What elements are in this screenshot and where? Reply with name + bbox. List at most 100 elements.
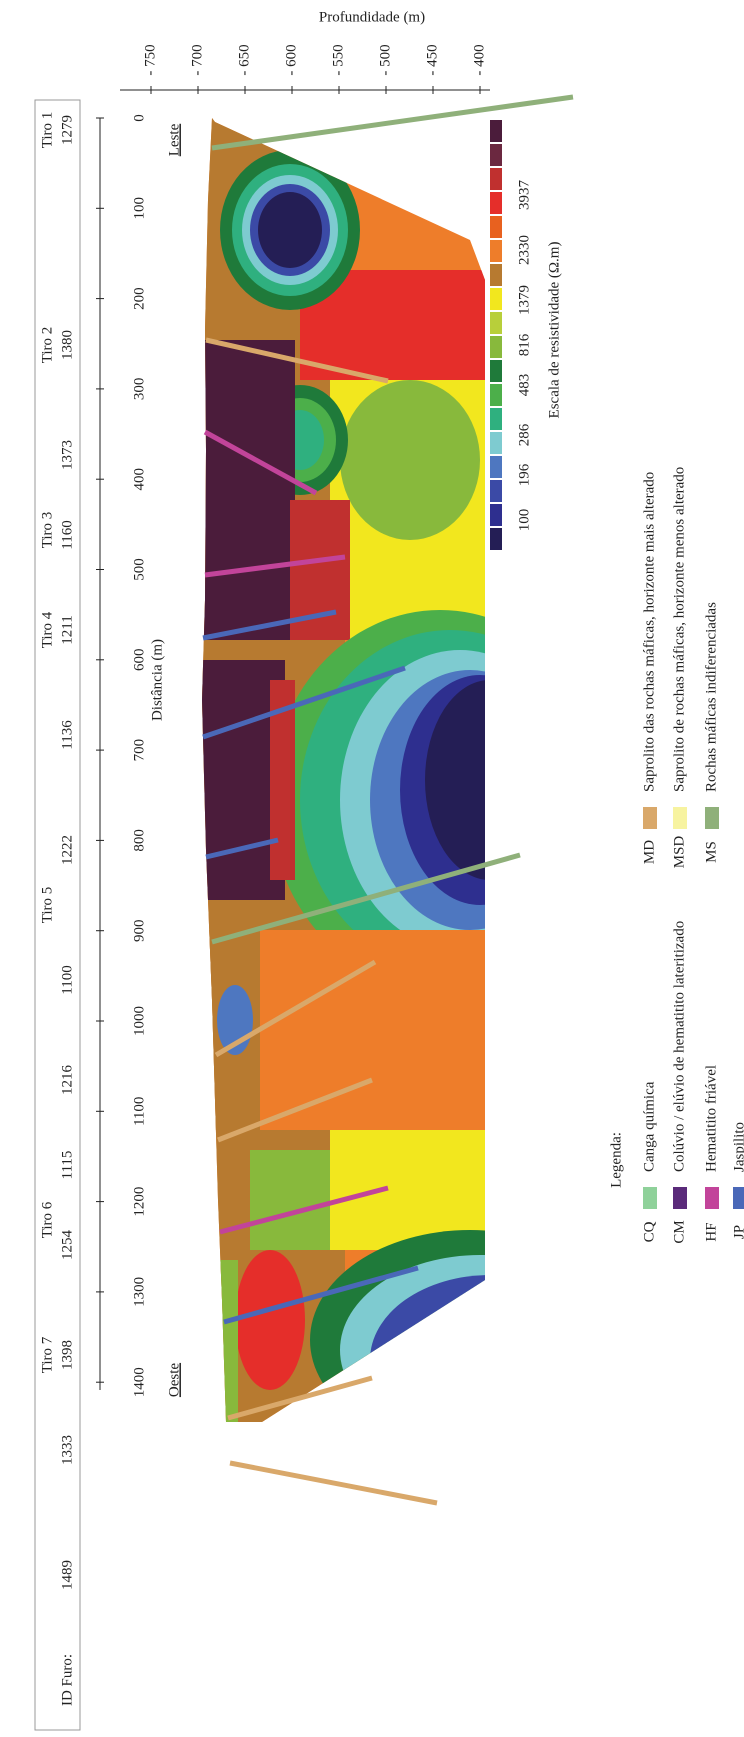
distance-tick-label: 700	[131, 739, 147, 762]
legend-code: MSD	[671, 836, 687, 869]
distance-tick-label: 500	[131, 558, 147, 581]
legend-code: MD	[641, 840, 657, 864]
borehole-id: 1160	[59, 520, 75, 549]
scale-swatch	[490, 216, 502, 238]
shot-label: Tiro 4	[39, 611, 55, 648]
depth-tick-label: - 450	[424, 44, 440, 75]
depth-tick-label: - 500	[377, 44, 393, 75]
borehole-header: ID Furo:	[59, 1654, 75, 1706]
borehole-id: 1100	[59, 965, 75, 994]
scale-title: Escala de resistividade (Ω.m)	[546, 242, 562, 419]
depth-tick-label: - 400	[471, 44, 487, 75]
shot-label: Tiro 3	[39, 512, 55, 549]
distance-tick-label: 100	[131, 197, 147, 220]
borehole-id: 1211	[59, 615, 75, 644]
distance-tick-label: 400	[131, 468, 147, 491]
legend-label: Saprolito das rochas máficas, horizonte …	[641, 472, 657, 792]
shot-label: Tiro 7	[39, 1336, 55, 1373]
distance-tick-label: 1000	[131, 1006, 147, 1036]
legend-label: Saprolito de rochas máficas, horizonte m…	[671, 467, 687, 792]
depth-tick-label: - 650	[236, 44, 252, 75]
scale-swatch	[490, 120, 502, 142]
legend-label: Rochas máficas indiferenciadas	[703, 602, 719, 792]
legend-swatch	[643, 807, 657, 829]
legend-title: Legenda:	[608, 1132, 624, 1188]
scale-swatch	[490, 456, 502, 478]
legend-label: Colúvio / elúvio de hematitito lateritiz…	[671, 921, 687, 1172]
scale-label: 196	[516, 463, 532, 486]
scale-swatch	[490, 312, 502, 334]
scale-swatch	[490, 264, 502, 286]
scale-label: 2330	[516, 235, 532, 265]
legend-code: CM	[671, 1220, 687, 1243]
legend-code: CQ	[641, 1221, 657, 1242]
borehole-id: 1398	[59, 1340, 75, 1370]
boreholes	[202, 94, 574, 1506]
distance-tick-label: 1400	[131, 1367, 147, 1397]
distance-tick-label: 1300	[131, 1277, 147, 1307]
scale-swatch	[490, 504, 502, 526]
distance-tick-label: 0	[131, 114, 147, 122]
distance-tick-label: 900	[131, 919, 147, 942]
distance-tick-label: 300	[131, 378, 147, 401]
shot-label: Tiro 5	[39, 887, 55, 924]
scale-label: 816	[516, 333, 532, 356]
scale-swatch	[490, 144, 502, 166]
scale-label: 100	[516, 509, 532, 532]
borehole-id: 1380	[59, 330, 75, 360]
borehole-id: 1489	[59, 1560, 75, 1590]
scale-label: 483	[516, 374, 532, 397]
legend-swatch	[643, 1187, 657, 1209]
depth-tick-label: - 750	[142, 44, 158, 75]
borehole-id: 1279	[59, 115, 75, 145]
distance-tick-label: 200	[131, 287, 147, 310]
borehole-id: 1222	[59, 835, 75, 865]
scale-swatch	[490, 528, 502, 550]
scale-swatch	[490, 168, 502, 190]
distance-tick-label: 600	[131, 649, 147, 672]
distance-tick-label: 800	[131, 829, 147, 852]
scale-swatch	[490, 480, 502, 502]
shot-label: Tiro 2	[39, 327, 55, 364]
scale-label: 286	[516, 423, 532, 446]
scale-label: 1379	[516, 285, 532, 315]
legend-label: Canga química	[641, 1081, 657, 1172]
legend-swatch	[673, 1187, 687, 1209]
borehole-id: 1254	[59, 1230, 75, 1261]
shot-label: Tiro 1	[39, 112, 55, 149]
legend-label: Jaspilito	[731, 1122, 744, 1172]
legend-swatch	[705, 807, 719, 829]
borehole-id: 1373	[59, 440, 75, 470]
scale-swatch	[490, 408, 502, 430]
scale-swatch	[490, 336, 502, 358]
legend-swatch	[673, 807, 687, 829]
borehole-id: 1136	[59, 720, 75, 750]
east-label: Leste	[166, 123, 182, 156]
distance-tick-label: 1100	[131, 1097, 147, 1126]
borehole-box	[34, 99, 81, 1731]
borehole-id: 1115	[59, 1151, 75, 1180]
scale-swatch	[490, 288, 502, 310]
legend-swatch	[705, 1187, 719, 1209]
depth-tick-label: - 700	[189, 44, 205, 75]
scale-swatch	[490, 432, 502, 454]
west-label: Oeste	[166, 1363, 182, 1397]
distance-tick-label: 1200	[131, 1187, 147, 1217]
shot-label: Tiro 6	[39, 1201, 55, 1238]
scale-swatch	[490, 192, 502, 214]
borehole-id: 1333	[59, 1435, 75, 1465]
scale-swatch	[490, 360, 502, 382]
legend-code: HF	[703, 1222, 719, 1241]
depth-tick-label: - 600	[283, 44, 299, 75]
legend-code: MS	[703, 841, 719, 863]
scale-swatch	[490, 384, 502, 406]
depth-tick-label: - 550	[330, 44, 346, 75]
legend-label: Hematitito friável	[703, 1065, 719, 1172]
legend-swatch	[733, 1187, 744, 1209]
scale-label: 3937	[516, 180, 532, 211]
title: Profundidade (m)	[319, 9, 425, 25]
resistivity-section	[202, 118, 485, 1422]
borehole-id: 1216	[59, 1065, 75, 1096]
scale-swatch	[490, 240, 502, 262]
